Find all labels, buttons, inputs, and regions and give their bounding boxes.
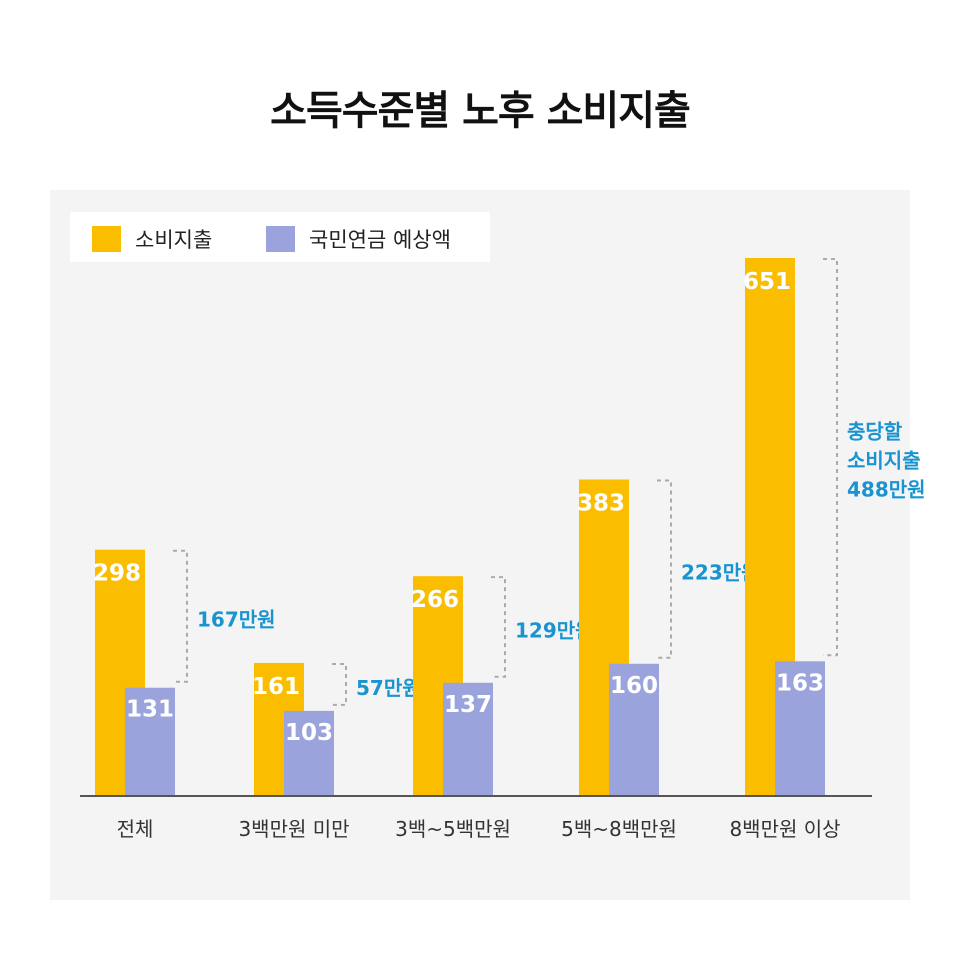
bar-pension [284, 710, 334, 796]
legend-swatch-pension [266, 226, 295, 252]
legend-label-pension: 국민연금 예상액 [309, 228, 451, 252]
value-label-pension: 160 [610, 673, 658, 699]
gap-label: 167만원 [197, 608, 276, 632]
gap-label: 488만원 [847, 478, 926, 502]
gap-bracket [823, 258, 838, 657]
gap-label: 57만원 [356, 676, 421, 700]
value-label-spending: 161 [252, 674, 300, 700]
gap-bracket [657, 479, 672, 659]
category-label: 3백~5백만원 [395, 817, 511, 841]
value-label-spending: 651 [743, 269, 791, 295]
bar-pension [125, 687, 175, 796]
value-label-pension: 137 [444, 692, 492, 718]
value-label-spending: 298 [93, 561, 141, 587]
category-label: 8백만원 이상 [729, 817, 840, 841]
bar-pension [443, 682, 493, 796]
gap-label: 충당할 [847, 420, 903, 444]
legend-label-spending: 소비지출 [135, 228, 213, 252]
value-label-spending: 266 [411, 587, 459, 613]
category-label: 3백만원 미만 [238, 817, 349, 841]
bar-pension [775, 661, 825, 796]
value-label-pension: 163 [776, 670, 824, 696]
category-label: 전체 [117, 817, 154, 841]
legend-swatch-spending [92, 226, 121, 252]
value-label-pension: 131 [126, 697, 174, 723]
legend: 소비지출 국민연금 예상액 [70, 212, 490, 262]
value-label-pension: 103 [285, 720, 333, 746]
gap-label: 소비지출 [847, 449, 921, 473]
gap-bracket [173, 549, 188, 683]
chart-title: 소득수준별 노후 소비지출 [270, 88, 691, 134]
gap-bracket [491, 576, 506, 678]
bar-pension [609, 663, 659, 796]
gap-bracket [332, 662, 347, 706]
value-label-spending: 383 [577, 490, 625, 516]
category-label: 5백~8백만원 [561, 817, 677, 841]
